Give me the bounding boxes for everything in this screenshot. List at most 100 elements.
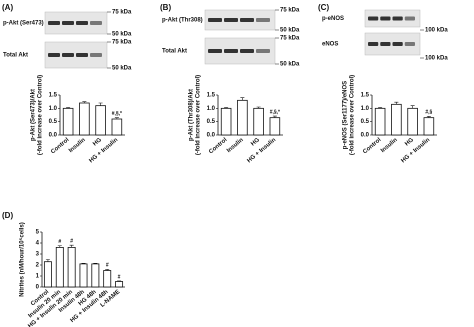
significance: #,§ (425, 110, 432, 116)
blot-label: Total Akt (3, 53, 28, 59)
blot-band (380, 42, 391, 46)
bar (43, 261, 52, 288)
y-tick-label: 1.5 (207, 93, 216, 99)
panel-label: (C) (318, 3, 329, 12)
bar (91, 263, 100, 288)
error-bar (224, 107, 229, 109)
blot-label: p-eNOS (322, 16, 344, 22)
y-tick-label: 0.5 (207, 119, 216, 125)
error-bar (69, 244, 74, 248)
y-axis-label: (-fold increase over Control) (38, 75, 44, 155)
blot-label: eNOS (322, 42, 338, 48)
marker-label: 75 kDa (280, 36, 300, 42)
y-axis-label: p-Akt (Ser473)/Akt (31, 89, 37, 141)
error-bar (114, 117, 119, 119)
y-tick-label: 0.0 (207, 133, 216, 139)
y-tick-label: 5 (36, 230, 40, 236)
marker-label: 50 kDa (280, 28, 300, 34)
blot-band (224, 18, 238, 22)
error-bar (98, 102, 103, 106)
marker-label: 75 kDa (112, 40, 132, 46)
bar (111, 118, 123, 136)
bar (407, 107, 418, 136)
y-tick-label: 1.0 (49, 106, 58, 112)
blot-label: p-Akt (Thr308) (162, 18, 203, 24)
y-tick-label: 0.0 (361, 133, 370, 139)
bar (423, 117, 435, 136)
bar (115, 281, 124, 288)
bar (62, 107, 74, 136)
error-bar (117, 280, 122, 282)
y-tick-label: 1.5 (361, 93, 370, 99)
significance: #,§,* (112, 111, 122, 117)
x-tick-label: Control (208, 137, 228, 156)
y-tick-label: 0.0 (49, 133, 58, 139)
blot-band (240, 18, 254, 22)
significance: # (106, 263, 109, 269)
x-tick-label: Control (50, 137, 70, 156)
error-bar (93, 263, 98, 264)
bar (67, 246, 76, 288)
blot-band (256, 18, 270, 22)
marker-label: 100 kDa (425, 56, 448, 62)
y-tick-label: 1 (36, 274, 40, 280)
blot-band (208, 18, 222, 22)
x-tick-label: Insulin (226, 137, 245, 154)
blot-band (62, 21, 74, 25)
blot-band (76, 21, 88, 25)
blot-label: Total Akt (162, 49, 187, 55)
error-bar (426, 116, 431, 118)
blot-band (404, 16, 415, 21)
blot-band (62, 53, 74, 57)
y-tick-label: 4 (36, 241, 40, 247)
marker-label: 75 kDa (280, 8, 300, 14)
marker-label: 50 kDa (280, 62, 300, 68)
blot-band (404, 42, 415, 46)
blot-band (368, 16, 379, 21)
bar (269, 117, 281, 136)
blot-band (90, 53, 102, 57)
panel-label: (B) (160, 3, 171, 12)
significance: # (118, 274, 121, 280)
bar (55, 246, 64, 288)
y-tick-label: 3 (36, 252, 40, 258)
error-bar (57, 245, 62, 248)
bar (220, 107, 232, 136)
blot-band (256, 49, 270, 53)
marker-label: 75 kDa (112, 10, 132, 16)
blot-band (368, 42, 379, 46)
marker-label: 50 kDa (112, 32, 132, 38)
error-bar (82, 101, 87, 103)
y-axis-label: (-fold increase over Control) (350, 75, 356, 155)
bar (103, 270, 112, 288)
blot-band (240, 49, 254, 53)
x-tick-label: HG (92, 137, 103, 148)
marker-label: 100 kDa (425, 28, 448, 34)
y-tick-label: 0.5 (49, 119, 58, 125)
y-axis-label: p-Akt (Thr308)/Akt (189, 89, 195, 141)
blot-band (392, 16, 403, 21)
bar (79, 102, 90, 136)
bar (253, 107, 264, 136)
y-axis-label: Nitrites (nM/hour/10⁵cells) (20, 222, 26, 297)
error-bar (378, 107, 383, 109)
blot-band (90, 21, 102, 25)
panel-label: (A) (2, 3, 13, 12)
y-tick-label: 0 (36, 285, 40, 291)
y-axis-label: p-eNOS (Ser1177)/eNOS (343, 81, 349, 149)
y-axis-label: (-fold increase over Control) (196, 75, 202, 155)
x-tick-label: Insulin (380, 137, 399, 154)
y-tick-label: 0.5 (361, 119, 370, 125)
blot-band (48, 21, 60, 25)
bar (237, 99, 248, 136)
x-tick-label: Insulin (68, 137, 87, 154)
error-bar (256, 106, 261, 109)
marker-label: 50 kDa (112, 66, 132, 72)
error-bar (45, 259, 50, 262)
error-bar (394, 101, 399, 105)
blot-band (380, 16, 391, 21)
error-bar (272, 115, 277, 118)
y-tick-label: 1.0 (207, 106, 216, 112)
x-tick-label: HG (250, 137, 261, 148)
